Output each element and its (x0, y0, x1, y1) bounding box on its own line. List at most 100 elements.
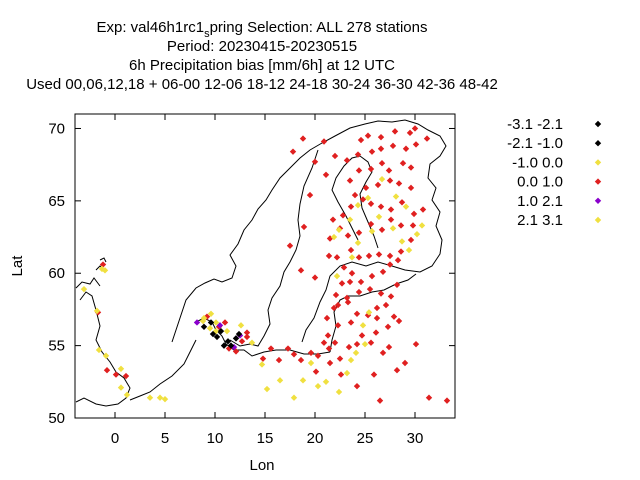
x-axis-label: Lon (249, 457, 274, 474)
legend-label: 0.0 1.0 (517, 174, 563, 191)
data-point (267, 345, 275, 352)
data-point (425, 394, 433, 401)
data-point (221, 319, 229, 326)
data-point (346, 278, 354, 286)
data-point (216, 322, 224, 329)
data-point (207, 310, 215, 317)
data-point (337, 371, 345, 378)
legend-marker (594, 120, 602, 128)
data-point (399, 160, 407, 167)
data-point (367, 339, 375, 346)
data-point (346, 177, 354, 184)
data-point (224, 338, 232, 345)
data-point (389, 225, 397, 232)
data-point (332, 291, 340, 299)
data-points (80, 125, 451, 404)
y-tick-label: 60 (48, 265, 65, 282)
data-point (248, 339, 256, 346)
data-point (385, 167, 393, 174)
data-point (325, 252, 333, 260)
data-point (347, 246, 355, 254)
data-point (284, 345, 292, 352)
title-line-1: Exp: val46h1rc1spring Selection: ALL 278… (96, 19, 427, 40)
data-point (353, 310, 361, 317)
data-point (93, 307, 101, 315)
data-point (353, 382, 361, 390)
data-point (326, 235, 334, 242)
data-point (297, 356, 305, 364)
data-point (343, 157, 351, 164)
data-point (213, 333, 221, 341)
data-point (362, 184, 370, 192)
data-point (312, 368, 320, 375)
data-point (357, 278, 365, 286)
legend-label: -3.1 -2.1 (507, 116, 563, 133)
data-point (364, 194, 372, 202)
data-point (397, 248, 405, 255)
data-point (290, 394, 298, 401)
data-point (200, 314, 208, 322)
data-point (314, 382, 322, 390)
data-point (367, 220, 375, 228)
title-line-2: Period: 20230415-20230515 (167, 38, 357, 55)
data-point (377, 133, 385, 141)
data-point (386, 177, 394, 184)
data-point (347, 203, 355, 210)
data-point (122, 372, 130, 380)
data-point (423, 135, 431, 142)
data-point (401, 359, 409, 367)
data-point (345, 343, 353, 351)
data-point (117, 365, 125, 372)
data-point (193, 319, 201, 326)
data-point (212, 319, 220, 326)
data-point (407, 164, 415, 171)
legend-label: 2.1 3.1 (517, 212, 563, 229)
legend-marker (594, 159, 602, 166)
data-point (372, 329, 380, 336)
data-point (289, 148, 297, 155)
data-point (382, 301, 390, 309)
data-point (346, 216, 354, 223)
data-point (355, 254, 363, 261)
data-point (146, 394, 154, 401)
data-point (393, 367, 401, 374)
data-point (351, 191, 359, 199)
x-tick-label: 30 (407, 430, 424, 447)
legend-marker (594, 140, 602, 147)
data-point (95, 346, 103, 354)
data-point (343, 369, 351, 377)
data-point (329, 216, 337, 223)
data-point (322, 171, 330, 178)
data-point (375, 251, 383, 258)
data-point (123, 391, 131, 399)
x-tick-label: 0 (111, 430, 119, 447)
data-point (395, 317, 403, 325)
data-point (344, 298, 352, 306)
data-point (379, 268, 387, 275)
data-point (237, 322, 245, 329)
x-tick-label: 15 (257, 430, 274, 447)
data-point (338, 280, 346, 287)
data-point (367, 200, 375, 207)
data-point (385, 343, 393, 351)
data-point (361, 340, 369, 348)
data-point (117, 384, 125, 391)
denmark-coastline (195, 317, 331, 357)
data-point (402, 203, 410, 210)
data-point (314, 352, 322, 359)
data-point (320, 339, 328, 346)
data-point (375, 213, 383, 220)
data-point (297, 267, 305, 274)
data-point (352, 349, 360, 357)
data-point (299, 377, 307, 384)
data-point (366, 285, 374, 293)
data-point (384, 323, 392, 330)
data-point (243, 333, 251, 341)
data-point (359, 196, 367, 203)
data-point (324, 332, 332, 339)
y-tick-label: 55 (48, 338, 65, 355)
y-tick-label: 70 (48, 120, 65, 137)
data-point (290, 351, 298, 358)
data-point (373, 314, 381, 322)
title-line-4: Used 00,06,12,18 + 06-00 12-06 18-12 24-… (26, 76, 498, 93)
